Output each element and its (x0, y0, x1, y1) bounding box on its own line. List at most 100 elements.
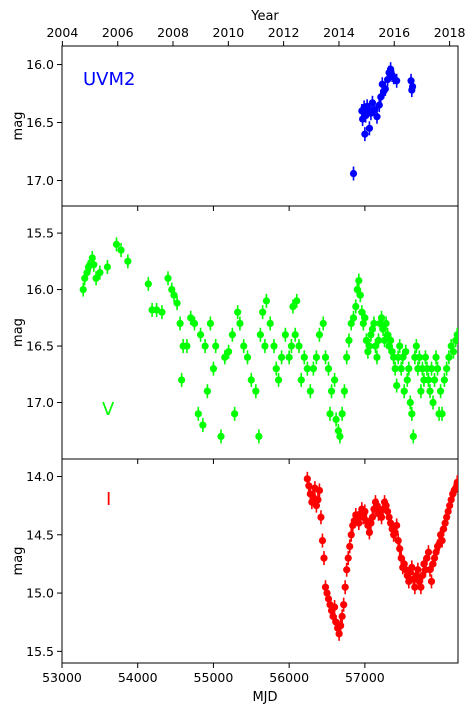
data-point (203, 387, 211, 395)
data-point (429, 398, 437, 407)
data-point (158, 308, 166, 316)
data-point (365, 528, 374, 537)
data-point (247, 376, 255, 384)
data-point (340, 387, 349, 395)
series-i (303, 471, 458, 641)
data-point (303, 475, 311, 483)
data-point (436, 387, 445, 395)
data-point (343, 566, 351, 574)
data-point (393, 77, 401, 85)
data-point (349, 169, 358, 178)
panel-i: 14.0 14.5 15.0 15.5 mag I (11, 458, 459, 668)
data-point (315, 486, 324, 495)
data-point (291, 331, 299, 339)
data-point (300, 353, 308, 361)
year-tick-label: 2014 (323, 25, 355, 40)
data-point (445, 353, 453, 361)
data-point (408, 82, 417, 91)
y-tick-label: 17.0 (26, 173, 54, 188)
data-point (96, 269, 104, 277)
data-point (361, 314, 369, 322)
data-point (236, 319, 244, 328)
data-point (383, 331, 392, 339)
data-point (438, 410, 446, 418)
data-point (361, 507, 369, 516)
data-point (362, 336, 370, 345)
data-point (381, 85, 389, 93)
data-point (345, 336, 353, 345)
data-point (358, 308, 366, 316)
data-point (382, 319, 390, 328)
data-point (144, 280, 152, 288)
data-point (256, 331, 264, 339)
data-point (374, 336, 383, 345)
data-point (361, 130, 369, 138)
data-point (426, 566, 434, 574)
data-point (336, 432, 344, 441)
data-point (449, 348, 458, 356)
data-point (405, 365, 413, 373)
data-point (112, 240, 121, 249)
year-tick-label: 2008 (157, 25, 189, 40)
data-point (190, 319, 199, 328)
data-point (306, 387, 314, 395)
data-point (379, 325, 387, 333)
data-point (418, 571, 427, 580)
band-label: I (106, 489, 111, 510)
data-point (170, 291, 178, 299)
data-point (289, 302, 297, 311)
year-tick-label: 2012 (268, 25, 300, 40)
data-point (330, 376, 339, 384)
y-tick-label: 16.5 (26, 339, 54, 354)
data-point (234, 308, 242, 316)
panel-frame (61, 458, 459, 664)
data-point (438, 537, 446, 545)
data-point (373, 353, 381, 361)
data-point (243, 353, 252, 361)
data-point (199, 421, 207, 429)
data-point (335, 630, 343, 638)
data-point (212, 342, 220, 350)
data-point (365, 124, 374, 132)
data-point (343, 353, 351, 361)
data-point (355, 519, 363, 527)
band-label: UVM2 (83, 69, 135, 90)
data-point (412, 342, 420, 350)
data-point (274, 376, 283, 384)
data-point (117, 246, 125, 254)
data-point (411, 583, 419, 591)
data-point (178, 376, 186, 384)
mjd-tick-label: 53000 (42, 670, 82, 685)
y-tick-label: 16.0 (26, 282, 54, 297)
y-axis-label: mag (11, 547, 26, 576)
data-point (261, 342, 269, 350)
data-point (183, 342, 191, 350)
data-point (421, 353, 430, 361)
data-point (347, 531, 355, 539)
data-point (377, 314, 386, 322)
data-point (293, 297, 301, 305)
data-point (224, 348, 233, 356)
data-point (92, 274, 100, 282)
panels: 16.016.517.0magUVM215.516.016.517.0magV1… (11, 45, 459, 668)
data-point (252, 387, 260, 395)
data-point (326, 410, 334, 418)
data-point (321, 353, 330, 361)
top-year-axis: 2004 2006 2008 2010 2012 2014 2016 2018 (46, 25, 466, 46)
data-point (453, 331, 458, 339)
data-point (340, 601, 348, 609)
data-point (415, 353, 423, 361)
data-point (453, 478, 458, 486)
data-point (259, 308, 267, 316)
data-point (88, 254, 96, 262)
data-point (403, 376, 411, 384)
data-point (380, 336, 389, 345)
data-point (240, 342, 248, 350)
top-axis-label: Year (250, 9, 279, 24)
data-point (209, 365, 218, 373)
data-point (371, 342, 380, 350)
data-point (352, 302, 360, 311)
data-point (426, 387, 434, 395)
data-point (124, 257, 132, 265)
data-point (312, 353, 321, 361)
